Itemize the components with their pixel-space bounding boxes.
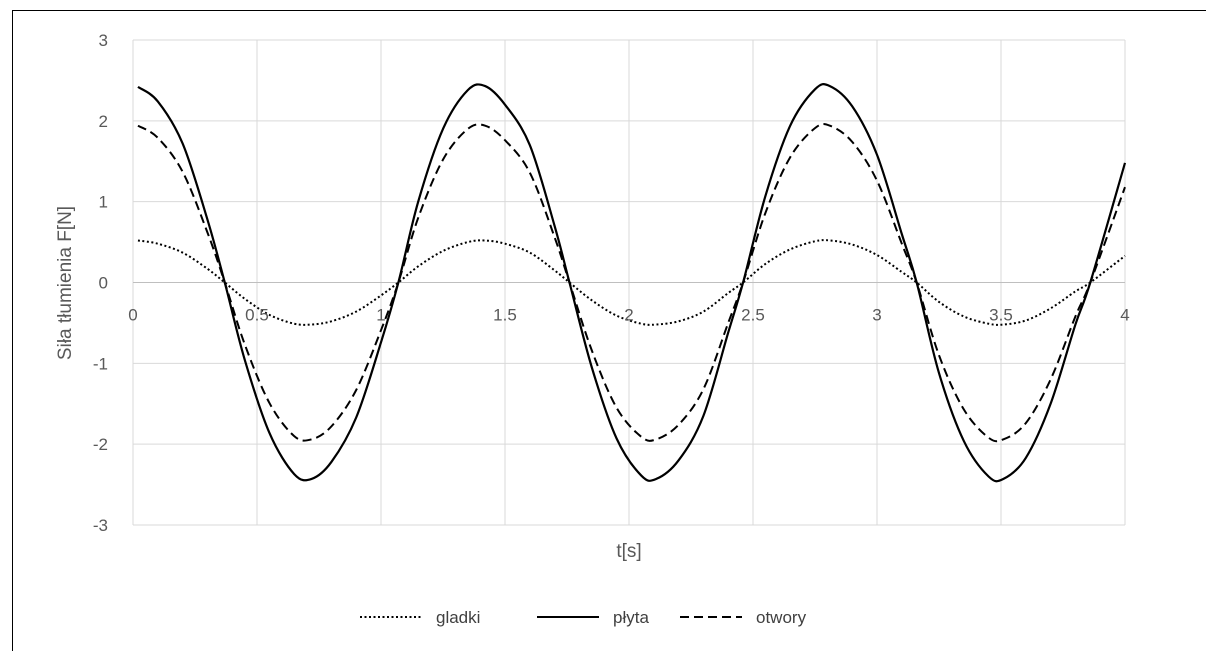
y-tick-label: 3: [99, 31, 108, 50]
series-line-dotted: [137, 239, 1126, 326]
x-tick-label: 1: [376, 306, 385, 325]
legend-label: gladki: [436, 608, 480, 627]
series-line-solid: [137, 83, 1127, 483]
chart-frame: [12, 10, 1186, 651]
x-tick-label: 2.5: [741, 306, 765, 325]
x-tick-label: 3: [872, 306, 881, 325]
x-tick-label: 0.5: [245, 306, 269, 325]
grid-lines: [132, 39, 1126, 526]
y-axis-title: Siła tłumienia F[N]: [55, 206, 76, 360]
legend-label: płyta: [613, 608, 649, 627]
frame-corner-line: [1186, 10, 1206, 11]
x-tick-label: 1.5: [493, 306, 517, 325]
x-tick-label: 0: [128, 306, 137, 325]
y-tick-label: 2: [99, 112, 108, 131]
series-lines: [137, 83, 1127, 483]
y-tick-labels: -3 -2 -1 0 1 2 3: [93, 31, 108, 535]
x-tick-labels: 0 0.5 1 1.5 2 2.5 3 3.5 4: [128, 306, 1129, 325]
series-line-dashed: [137, 123, 1126, 443]
x-tick-label: 3.5: [989, 306, 1013, 325]
legend-label: otwory: [756, 608, 807, 627]
y-tick-label: -1: [93, 354, 108, 373]
legend: gladki płyta otwory: [360, 608, 807, 627]
y-tick-label: 1: [99, 193, 108, 212]
y-tick-label: -2: [93, 435, 108, 454]
x-axis-title: t[s]: [616, 541, 641, 562]
x-tick-label: 2: [624, 306, 633, 325]
x-tick-label: 4: [1120, 306, 1129, 325]
y-tick-label: -3: [93, 516, 108, 535]
y-tick-label: 0: [99, 274, 108, 293]
